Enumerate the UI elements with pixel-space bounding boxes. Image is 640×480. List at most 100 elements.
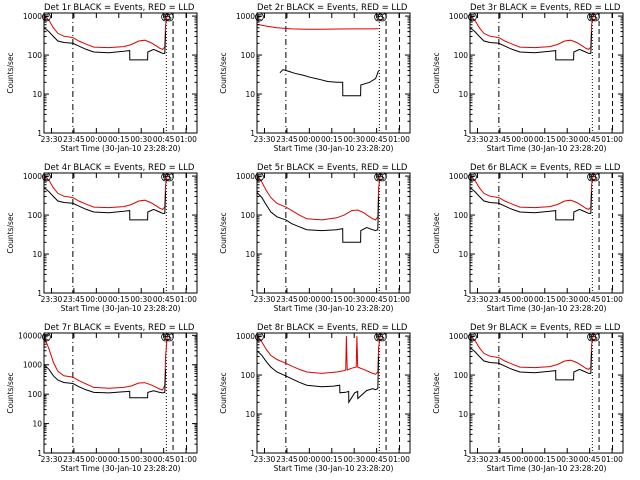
panel-frame	[256, 12, 411, 134]
y-tick-label: 100	[28, 51, 43, 60]
x-tick-label: 00:45	[366, 135, 388, 144]
x-axis-label: Start Time (30-Jan-10 23:28:20)	[487, 464, 607, 473]
series-line-lld	[257, 23, 379, 30]
y-tick-label: 100	[454, 51, 469, 60]
series-line-events	[257, 192, 380, 243]
y-tick-label: 1000	[236, 172, 255, 181]
panel-plot-area	[470, 13, 595, 61]
x-tick-label: 00:15	[534, 295, 556, 304]
detector-panel-2: Det 2r BLACK = Events, RED = LLDEES11010…	[219, 3, 411, 153]
y-tick-label: 1	[250, 449, 255, 458]
series-line-lld	[44, 13, 169, 50]
y-tick-label: 10	[32, 90, 42, 99]
detector-panel-9: Det 9r BLACK = Events, RED = LLDEES11010…	[432, 323, 624, 473]
y-tick-label: 1	[463, 289, 468, 298]
x-tick-label: 00:30	[130, 135, 152, 144]
x-axis-label: Start Time (30-Jan-10 23:28:20)	[487, 144, 607, 153]
y-tick-label: 10	[458, 90, 468, 99]
panel-title: Det 6r BLACK = Events, RED = LLD	[470, 163, 621, 173]
panel-title: Det 1r BLACK = Events, RED = LLD	[44, 3, 195, 13]
series-line-lld	[257, 333, 382, 375]
panel-frame	[43, 12, 198, 134]
panel-frame	[469, 172, 624, 294]
series-line-events	[470, 187, 593, 221]
y-tick-label: 100	[241, 371, 256, 380]
y-tick-label: 1	[463, 129, 468, 138]
panel-title: Det 5r BLACK = Events, RED = LLD	[257, 163, 408, 173]
marker-label: S	[167, 333, 172, 342]
x-tick-label: 01:00	[601, 135, 623, 144]
y-tick-label: 100	[454, 371, 469, 380]
marker-label: S	[380, 173, 385, 182]
x-tick-label: 00:30	[343, 135, 365, 144]
y-tick-label: 10	[245, 410, 255, 419]
panel-plot-area	[257, 333, 382, 405]
y-tick-label: 1000	[23, 12, 42, 21]
detector-panel-8: Det 8r BLACK = Events, RED = LLDEES11010…	[219, 323, 411, 473]
y-tick-label: 100	[454, 211, 469, 220]
marker-label: S	[380, 333, 385, 342]
x-tick-label: 00:30	[556, 295, 578, 304]
panel-frame	[469, 12, 624, 134]
x-tick-label: 00:45	[366, 455, 388, 464]
marker-s: S	[164, 12, 174, 22]
x-tick-label: 01:00	[601, 295, 623, 304]
x-tick-label: 01:00	[601, 455, 623, 464]
x-tick-label: 01:00	[175, 455, 197, 464]
x-tick-label: 00:00	[299, 295, 321, 304]
x-tick-label: 23:30	[254, 455, 276, 464]
y-tick-label: 1	[37, 129, 42, 138]
marker-label: S	[593, 333, 598, 342]
panel-plot-area	[470, 333, 595, 381]
x-tick-label: 00:45	[579, 295, 601, 304]
x-tick-label: 23:30	[254, 135, 276, 144]
x-tick-label: 00:30	[130, 455, 152, 464]
y-tick-label: 1000	[23, 361, 42, 370]
series-line-events	[44, 27, 167, 61]
marker-s: S	[164, 332, 174, 342]
marker-label: S	[167, 173, 172, 182]
series-line-events	[44, 364, 167, 399]
x-tick-label: 01:00	[175, 135, 197, 144]
x-tick-label: 00:15	[534, 455, 556, 464]
y-axis-label: Counts/sec	[6, 212, 15, 253]
detector-panel-3: Det 3r BLACK = Events, RED = LLDEES11010…	[432, 3, 624, 153]
y-tick-label: 1	[463, 449, 468, 458]
marker-s: S	[377, 172, 387, 182]
y-tick-label: 1	[37, 289, 42, 298]
x-tick-label: 23:45	[489, 455, 511, 464]
panel-plot-area	[44, 13, 169, 61]
panel-frame	[43, 332, 198, 454]
y-tick-label: 1000	[236, 332, 255, 341]
panel-title: Det 4r BLACK = Events, RED = LLD	[44, 163, 195, 173]
x-tick-label: 23:30	[467, 455, 489, 464]
y-tick-label: 1000	[449, 332, 468, 341]
y-tick-label: 10	[32, 420, 42, 429]
marker-label: E	[44, 333, 49, 342]
panel-title: Det 3r BLACK = Events, RED = LLD	[470, 3, 621, 13]
x-tick-label: 00:15	[321, 295, 343, 304]
x-tick-label: 00:15	[534, 135, 556, 144]
series-line-events	[44, 187, 167, 221]
y-tick-label: 10	[32, 250, 42, 259]
x-tick-label: 01:00	[388, 295, 410, 304]
y-axis-label: Counts/sec	[219, 52, 228, 93]
panel-title: Det 7r BLACK = Events, RED = LLD	[44, 323, 195, 333]
series-line-lld	[44, 333, 169, 391]
x-axis-label: Start Time (30-Jan-10 23:28:20)	[61, 304, 181, 313]
y-tick-label: 100	[28, 211, 43, 220]
y-tick-label: 1000	[449, 12, 468, 21]
marker-s: S	[377, 332, 387, 342]
detector-panel-6: Det 6r BLACK = Events, RED = LLDEES11010…	[432, 163, 624, 313]
x-tick-label: 01:00	[175, 295, 197, 304]
series-line-lld	[44, 173, 169, 210]
y-tick-label: 10	[245, 250, 255, 259]
panel-frame	[43, 172, 198, 294]
y-tick-label: 10	[245, 90, 255, 99]
x-tick-label: 00:45	[153, 295, 175, 304]
marker-label: S	[593, 13, 598, 22]
x-axis-label: Start Time (30-Jan-10 23:28:20)	[274, 464, 394, 473]
marker-s: S	[164, 172, 174, 182]
x-tick-label: 00:45	[153, 455, 175, 464]
